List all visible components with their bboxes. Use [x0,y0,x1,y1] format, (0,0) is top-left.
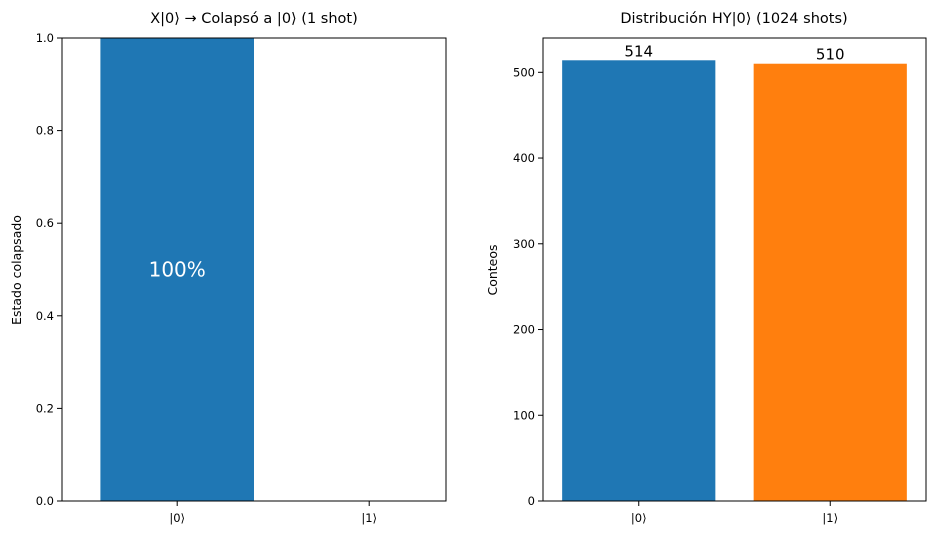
x-tick-label: |0⟩ [169,511,185,525]
y-ticks: 0.0 0.2 0.4 0.6 0.8 1.0 [36,31,62,508]
chart-distribution: Distribución HY|0⟩ (1024 shots) Conteos … [485,11,927,525]
x-tick-label: |1⟩ [822,511,838,525]
bar [562,60,716,501]
y-tick-label: 1.0 [36,31,54,45]
bars [100,38,255,501]
plot-frame [542,37,927,502]
y-axis-label: Estado colapsado [9,215,24,325]
plot-frame [61,37,447,502]
y-tick-label: 0.8 [36,124,54,138]
data-label: 514 [624,42,653,60]
y-tick-label: 0 [528,494,535,508]
chart-title: Distribución HY|0⟩ (1024 shots) [620,11,847,27]
y-tick-label: 400 [513,151,535,165]
x-ticks: |0⟩ |1⟩ [169,501,377,525]
y-tick-label: 0.2 [36,401,54,415]
x-tick-label: |1⟩ [361,511,377,525]
y-axis-label: Conteos [485,244,500,295]
bar-annotation: 100% [149,258,206,282]
y-tick-label: 0.0 [36,494,54,508]
y-tick-label: 0.4 [36,309,54,323]
y-tick-label: 100 [513,408,535,422]
bar [753,63,907,501]
x-ticks: |0⟩ |1⟩ [631,501,838,525]
y-tick-label: 200 [513,323,535,337]
y-tick-label: 0.6 [36,216,54,230]
chart-title: X|0⟩ → Colapsó a |0⟩ (1 shot) [150,11,358,27]
y-tick-label: 300 [513,237,535,251]
data-label: 510 [816,46,845,64]
data-labels: 514 510 [624,42,844,63]
x-tick-label: |0⟩ [631,511,647,525]
y-tick-label: 500 [513,65,535,79]
y-ticks: 0 100 200 300 400 500 [513,65,543,508]
annotations: 100% [149,258,206,282]
bars [562,60,907,501]
bar [100,38,255,501]
chart-collapse: X|0⟩ → Colapsó a |0⟩ (1 shot) Estado col… [9,11,447,525]
